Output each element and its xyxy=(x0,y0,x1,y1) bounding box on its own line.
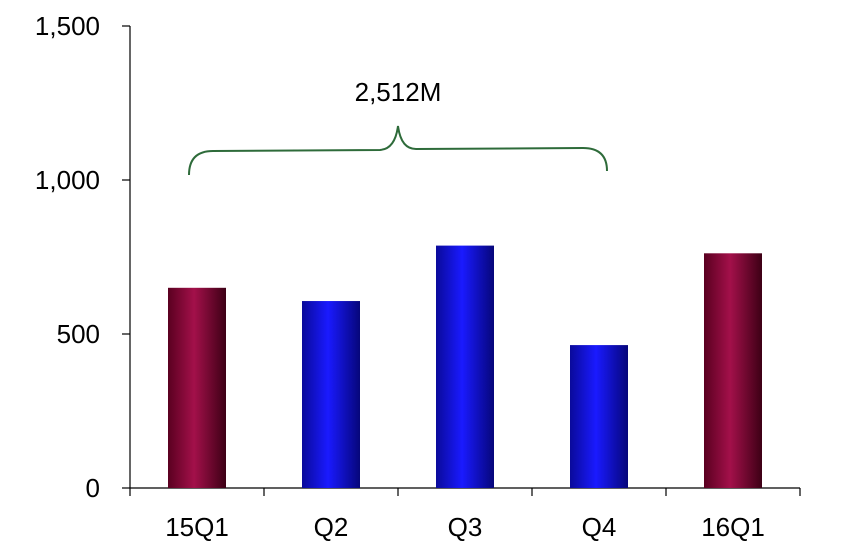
bar-q4 xyxy=(570,345,628,488)
annotation: 2,512M xyxy=(188,77,608,176)
annotation-label: 2,512M xyxy=(355,77,442,107)
y-tick-label: 1,500 xyxy=(35,11,100,41)
bar-q3 xyxy=(436,245,494,488)
bars xyxy=(168,245,762,488)
x-tick-label: Q4 xyxy=(582,512,617,542)
y-tick-label: 500 xyxy=(57,319,100,349)
y-ticks: 0 500 1,000 1,500 xyxy=(35,11,130,503)
x-tick-label: 15Q1 xyxy=(165,512,229,542)
bar-16q1 xyxy=(704,253,762,488)
x-ticks: 15Q1 Q2 Q3 Q4 16Q1 xyxy=(129,488,801,542)
bar-q2 xyxy=(302,301,360,488)
x-tick-label: Q2 xyxy=(314,512,349,542)
x-tick-label: Q3 xyxy=(448,512,483,542)
annotation-brace xyxy=(188,125,608,176)
y-tick-label: 0 xyxy=(86,473,100,503)
bar-15q1 xyxy=(168,287,226,488)
x-tick-label: 16Q1 xyxy=(701,512,765,542)
y-tick-label: 1,000 xyxy=(35,165,100,195)
